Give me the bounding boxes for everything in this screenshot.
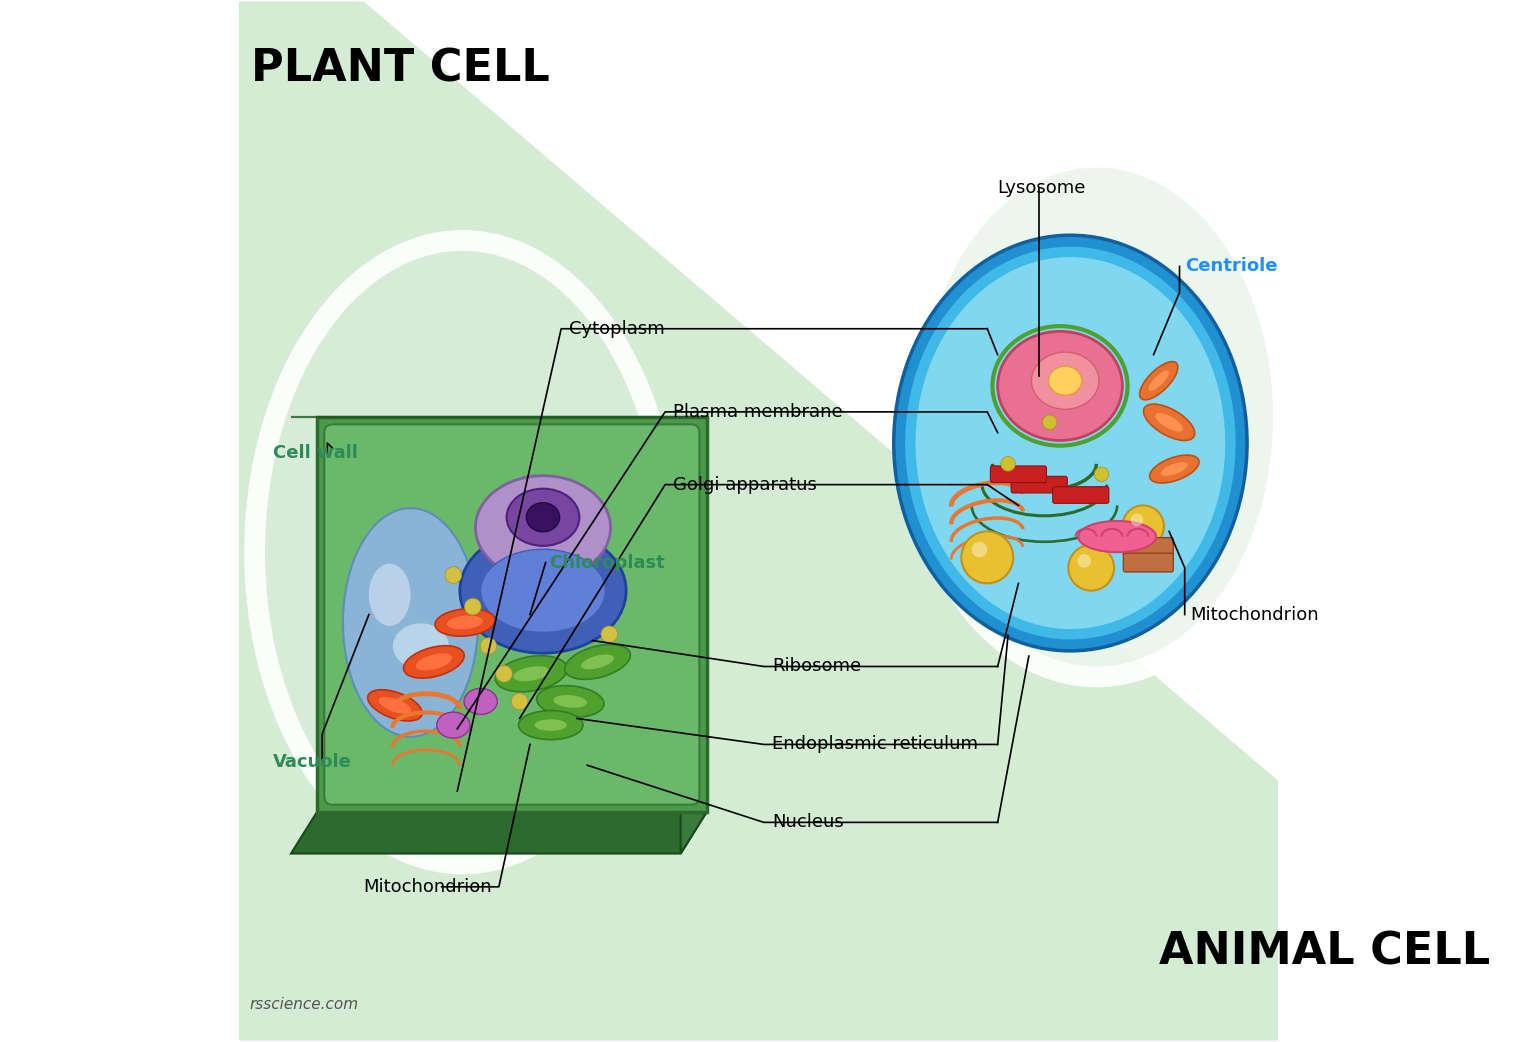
Text: Golgi apparatus: Golgi apparatus [674,475,817,494]
Text: rsscience.com: rsscience.com [249,997,359,1012]
Circle shape [1123,505,1164,547]
Text: Lysosome: Lysosome [998,179,1086,197]
Text: Centriole: Centriole [1184,257,1277,275]
Text: Nucleus: Nucleus [772,814,843,832]
Ellipse shape [1031,352,1099,410]
Ellipse shape [1143,404,1195,441]
FancyBboxPatch shape [1123,538,1174,556]
Ellipse shape [526,502,559,531]
Text: Vacuole: Vacuole [274,753,351,771]
Circle shape [445,567,461,584]
FancyBboxPatch shape [316,417,706,812]
Circle shape [495,666,512,683]
Circle shape [1068,545,1114,591]
Text: Mitochondrion: Mitochondrion [1190,605,1319,623]
Ellipse shape [1155,413,1183,431]
Text: ANIMAL CELL: ANIMAL CELL [1160,931,1491,974]
Ellipse shape [535,719,567,730]
Ellipse shape [448,616,483,629]
Ellipse shape [513,666,549,681]
Text: Mitochondrion: Mitochondrion [364,877,492,896]
Circle shape [1094,467,1109,481]
Ellipse shape [437,712,471,738]
FancyBboxPatch shape [1123,553,1174,572]
Ellipse shape [894,235,1247,651]
Ellipse shape [342,508,478,737]
FancyBboxPatch shape [324,424,700,804]
Ellipse shape [465,689,497,715]
Ellipse shape [1140,362,1178,400]
Circle shape [480,638,497,654]
Ellipse shape [553,695,587,708]
FancyBboxPatch shape [1053,487,1109,503]
Ellipse shape [905,246,1236,641]
Circle shape [1001,456,1015,471]
Polygon shape [238,1,1279,1041]
Polygon shape [290,812,706,853]
Ellipse shape [495,655,567,692]
Ellipse shape [1048,366,1082,395]
Ellipse shape [460,528,626,653]
Ellipse shape [898,147,1294,688]
Circle shape [972,542,987,557]
Circle shape [1077,554,1091,568]
Text: Cell wall: Cell wall [274,445,358,463]
Ellipse shape [536,686,604,717]
Ellipse shape [481,549,605,632]
Ellipse shape [915,256,1227,630]
Ellipse shape [565,645,631,679]
Ellipse shape [435,609,495,636]
Ellipse shape [379,697,411,714]
Ellipse shape [1149,455,1199,483]
Ellipse shape [507,489,579,546]
Ellipse shape [1079,521,1157,552]
Ellipse shape [998,331,1123,441]
Text: PLANT CELL: PLANT CELL [251,48,550,91]
Ellipse shape [403,646,465,678]
Circle shape [512,693,527,710]
Circle shape [465,598,481,615]
Ellipse shape [475,476,611,579]
Circle shape [1131,514,1143,526]
Ellipse shape [920,168,1273,667]
Circle shape [1042,415,1057,429]
Ellipse shape [393,623,449,670]
Ellipse shape [264,251,660,853]
Ellipse shape [368,564,411,626]
Text: Plasma membrane: Plasma membrane [674,403,843,421]
Text: Chloroplast: Chloroplast [549,553,665,572]
Circle shape [601,626,617,643]
Circle shape [961,531,1013,584]
FancyBboxPatch shape [1012,476,1067,493]
Ellipse shape [416,653,452,670]
Ellipse shape [1161,463,1187,476]
Ellipse shape [1149,371,1169,391]
Text: Ribosome: Ribosome [772,658,862,675]
Ellipse shape [518,711,584,740]
FancyBboxPatch shape [990,466,1047,482]
Ellipse shape [244,230,680,874]
Ellipse shape [368,690,422,721]
Ellipse shape [581,654,614,669]
Text: Endoplasmic reticulum: Endoplasmic reticulum [772,736,978,753]
Polygon shape [680,417,706,853]
Text: Cytoplasm: Cytoplasm [570,320,665,338]
